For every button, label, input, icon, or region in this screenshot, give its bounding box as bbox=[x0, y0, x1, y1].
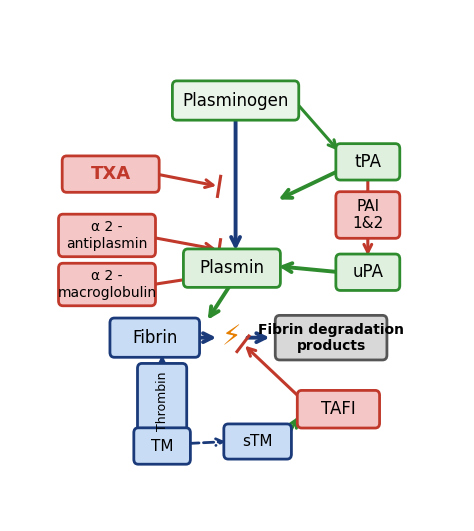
Text: TAFI: TAFI bbox=[321, 400, 356, 418]
FancyBboxPatch shape bbox=[275, 315, 387, 360]
FancyBboxPatch shape bbox=[137, 363, 187, 439]
FancyBboxPatch shape bbox=[58, 214, 155, 256]
FancyBboxPatch shape bbox=[58, 263, 155, 306]
FancyBboxPatch shape bbox=[62, 156, 159, 192]
Text: ⚡: ⚡ bbox=[221, 324, 241, 352]
Text: PAI
1&2: PAI 1&2 bbox=[352, 199, 383, 231]
Text: Fibrin degradation
products: Fibrin degradation products bbox=[258, 322, 404, 353]
Text: TM: TM bbox=[151, 439, 173, 453]
Text: TXA: TXA bbox=[91, 165, 131, 183]
FancyBboxPatch shape bbox=[336, 254, 400, 290]
Text: Plasmin: Plasmin bbox=[200, 259, 264, 277]
Text: Thrombin: Thrombin bbox=[155, 371, 169, 431]
Text: α 2 -
macroglobulin: α 2 - macroglobulin bbox=[57, 269, 156, 299]
Text: sTM: sTM bbox=[242, 434, 273, 449]
FancyBboxPatch shape bbox=[336, 144, 400, 180]
Text: tPA: tPA bbox=[355, 153, 381, 171]
FancyBboxPatch shape bbox=[134, 428, 191, 464]
FancyBboxPatch shape bbox=[173, 81, 299, 120]
FancyBboxPatch shape bbox=[110, 318, 200, 357]
FancyBboxPatch shape bbox=[297, 390, 380, 428]
FancyBboxPatch shape bbox=[224, 424, 292, 459]
Text: α 2 -
antiplasmin: α 2 - antiplasmin bbox=[66, 220, 148, 251]
Text: Plasminogen: Plasminogen bbox=[182, 91, 289, 109]
Text: uPA: uPA bbox=[352, 263, 383, 281]
FancyBboxPatch shape bbox=[183, 249, 281, 287]
Text: Fibrin: Fibrin bbox=[132, 329, 177, 347]
FancyBboxPatch shape bbox=[336, 192, 400, 238]
